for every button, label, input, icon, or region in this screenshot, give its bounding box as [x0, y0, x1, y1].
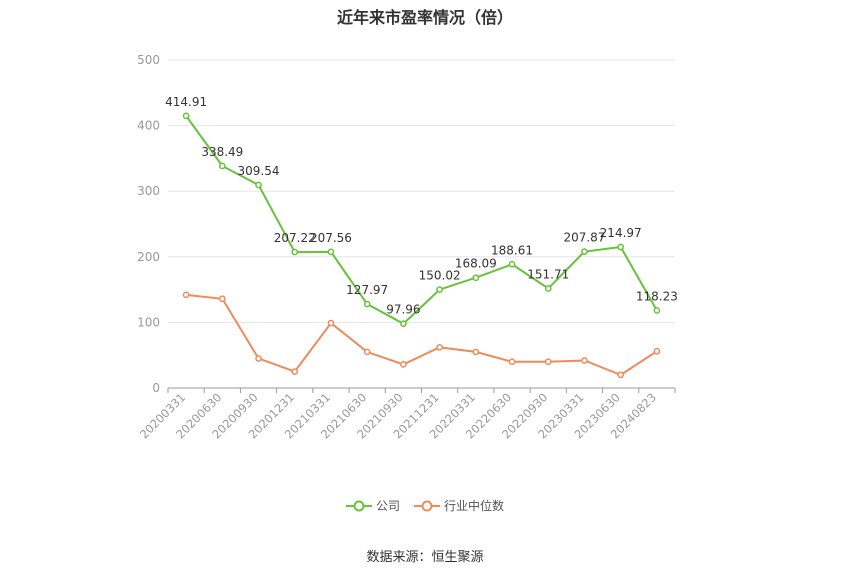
data-label-company: 188.61	[491, 243, 533, 257]
data-point-company	[653, 307, 661, 314]
data-point-company	[544, 285, 552, 292]
data-point-company	[400, 320, 407, 328]
data-label-company: 127.97	[346, 283, 388, 297]
data-point-industry-median	[255, 355, 262, 362]
y-tick-label: 300	[137, 184, 160, 198]
data-label-company: 207.56	[310, 231, 352, 245]
y-tick-label: 0	[152, 381, 160, 395]
data-point-industry-median	[653, 347, 661, 355]
source-note: 数据来源：恒生聚源	[366, 550, 484, 565]
data-point-industry-median	[544, 358, 552, 366]
y-tick-label: 500	[137, 53, 160, 67]
legend-label-company: 公司	[375, 499, 400, 513]
axes: 0100200300400500202003312020063020200930…	[137, 53, 676, 442]
legend-label-industry-median: 行业中位数	[444, 499, 505, 513]
data-point-industry-median	[218, 295, 226, 303]
series-line-company	[185, 115, 658, 325]
data-point-industry-median	[581, 357, 588, 364]
series-line-industry-median	[185, 293, 658, 377]
data-label-company: 151.71	[527, 267, 569, 281]
data-label-company: 214.97	[600, 226, 642, 240]
data-label-company: 150.02	[419, 269, 461, 283]
data-point-industry-median	[472, 348, 480, 356]
legend-marker-company	[345, 500, 372, 511]
data-label-company: 207.87	[563, 231, 605, 245]
data-point-industry-median	[327, 319, 335, 327]
data-point-company	[327, 248, 335, 256]
series	[182, 112, 661, 379]
y-tick-label: 200	[137, 250, 160, 264]
data-point-company	[291, 248, 299, 256]
data-point-company	[436, 286, 443, 293]
data-point-company	[617, 243, 625, 251]
chart-title: 近年来市盈率情况（倍）	[336, 8, 513, 27]
data-point-industry-median	[400, 361, 407, 368]
legend: 公司 行业中位数	[0, 497, 850, 514]
data-point-company	[581, 248, 588, 255]
y-tick-label: 400	[137, 119, 160, 133]
legend-item-industry-median[interactable]: 行业中位数	[414, 497, 504, 514]
data-label-company: 168.09	[455, 257, 497, 271]
data-label-company: 309.54	[238, 164, 280, 178]
data-point-company	[363, 300, 371, 308]
data-point-industry-median	[508, 358, 516, 366]
data-point-company	[472, 274, 480, 282]
data-point-industry-median	[436, 343, 443, 351]
data-point-company	[508, 260, 516, 268]
data-point-company	[255, 181, 262, 189]
data-label-company: 338.49	[201, 145, 243, 159]
data-label-company: 414.91	[165, 95, 207, 109]
y-tick-label: 100	[137, 315, 160, 329]
legend-item-company[interactable]: 公司	[345, 497, 400, 514]
grid-lines	[168, 59, 675, 323]
data-point-company	[182, 112, 190, 120]
data-point-industry-median	[182, 291, 190, 299]
data-point-industry-median	[291, 368, 299, 375]
legend-marker-industry-median	[414, 500, 440, 511]
data-point-industry-median	[363, 348, 371, 356]
data-point-company	[218, 162, 226, 170]
data-point-industry-median	[617, 371, 625, 379]
data-label-company: 118.23	[636, 289, 678, 303]
data-label-company: 97.96	[386, 303, 420, 317]
data-label-company: 207.22	[274, 231, 316, 245]
